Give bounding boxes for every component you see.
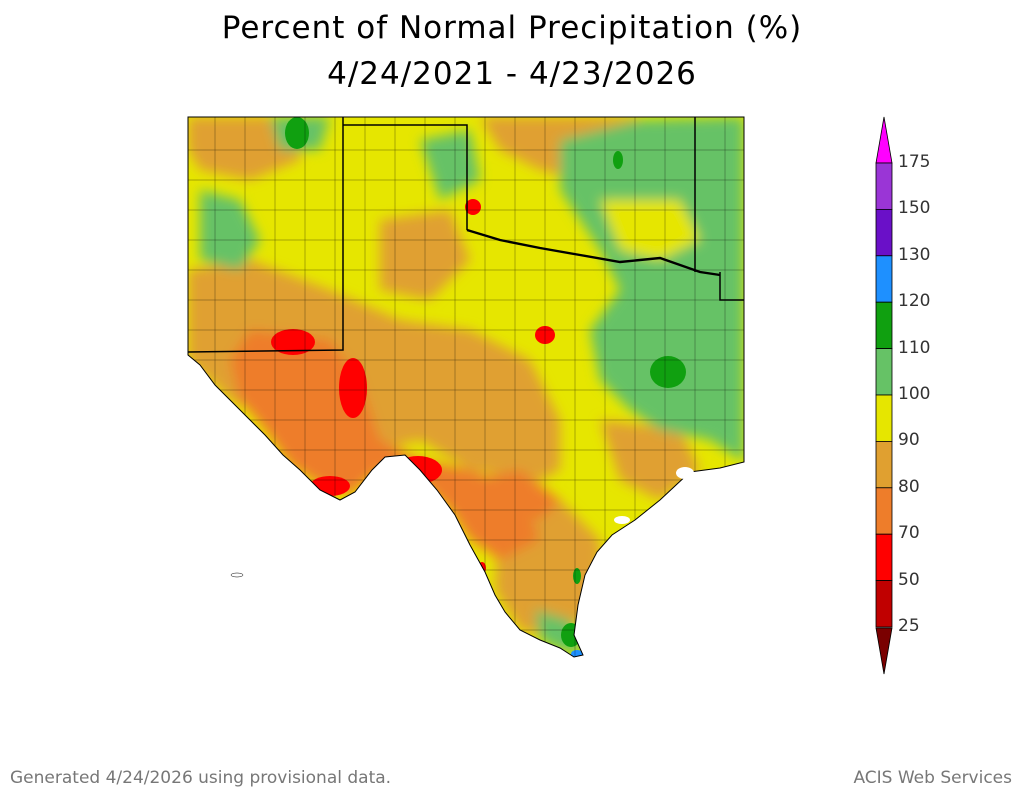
legend-swatch bbox=[875, 301, 893, 350]
source-note: ACIS Web Services bbox=[853, 768, 1012, 788]
zone-70-80-southwest bbox=[230, 330, 540, 560]
legend-label: 120 bbox=[898, 291, 931, 312]
galveston-bay bbox=[676, 467, 694, 479]
map-title: Percent of Normal Precipitation (%) bbox=[221, 10, 803, 46]
legend-swatch bbox=[875, 580, 893, 628]
legend-swatch bbox=[875, 533, 893, 582]
island-mark bbox=[230, 572, 244, 578]
legend-swatch bbox=[875, 255, 893, 303]
zone-110-120-nm bbox=[285, 117, 309, 149]
legend-top-arrow bbox=[875, 116, 893, 164]
legend-label: 100 bbox=[898, 384, 931, 404]
legend-label: 80 bbox=[898, 476, 920, 497]
legend-label: 90 bbox=[898, 430, 920, 451]
legend-label: 110 bbox=[898, 337, 931, 358]
legend-colorbar bbox=[875, 116, 893, 675]
zone-110-120-ok bbox=[613, 151, 623, 169]
matagorda-bay bbox=[614, 516, 630, 524]
legend-bottom-arrow bbox=[875, 627, 893, 675]
zone-100-110-panhandle bbox=[420, 130, 480, 200]
map-subtitle: 4/24/2021 - 4/23/2026 bbox=[327, 56, 697, 92]
zone-110-120-coast bbox=[573, 568, 581, 584]
legend-label: 175 bbox=[898, 152, 931, 172]
legend-label: 150 bbox=[898, 198, 931, 219]
legend-label: 50 bbox=[898, 569, 920, 590]
red-river bbox=[466, 228, 721, 277]
legend-swatch bbox=[875, 487, 893, 535]
zone-110-120-east bbox=[650, 356, 686, 388]
legend-swatch bbox=[875, 162, 893, 210]
zone-50-70-transpecos bbox=[339, 358, 367, 418]
region-outline bbox=[187, 116, 745, 658]
legend-label: 25 bbox=[898, 616, 920, 636]
legend-swatch bbox=[875, 208, 893, 257]
legend-label: 130 bbox=[898, 244, 931, 265]
zone-90-100-east bbox=[600, 200, 700, 260]
zone-50-70-panhandle bbox=[465, 199, 481, 215]
zone-50-70-nm-south bbox=[271, 329, 315, 355]
legend-swatch bbox=[875, 348, 893, 396]
zone-80-90-nw bbox=[188, 117, 300, 180]
legend-swatch bbox=[875, 394, 893, 442]
legend-label: 70 bbox=[898, 523, 920, 544]
legend-swatch bbox=[875, 440, 893, 489]
generated-note: Generated 4/24/2026 using provisional da… bbox=[10, 768, 392, 788]
